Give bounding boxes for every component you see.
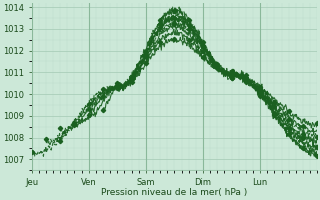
X-axis label: Pression niveau de la mer( hPa ): Pression niveau de la mer( hPa ) [101,188,247,197]
